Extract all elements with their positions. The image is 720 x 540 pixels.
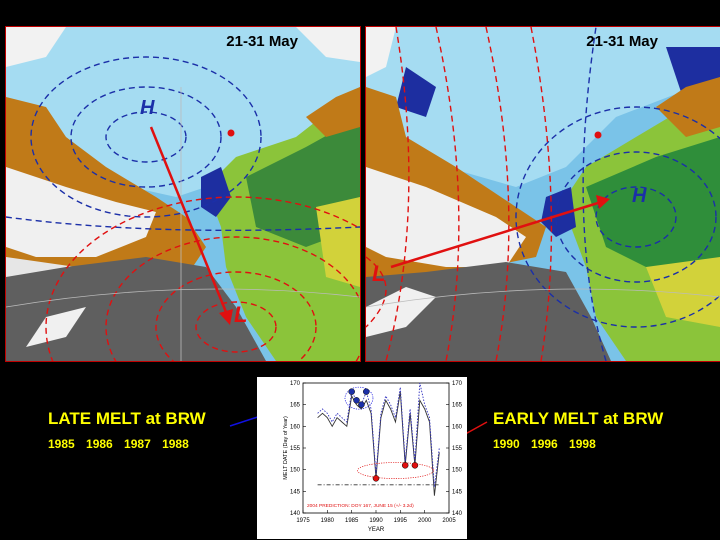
- y-tick-label: 145: [290, 489, 301, 495]
- map-left-date: 21-31 May: [226, 33, 298, 50]
- map-left-high-label: H: [140, 97, 155, 119]
- y-tick-label-right: 155: [452, 446, 463, 452]
- y-tick-label: 155: [290, 446, 301, 452]
- y-tick-label: 170: [290, 381, 301, 387]
- y-tick-label: 150: [290, 468, 301, 474]
- map-right-high-label: H: [632, 185, 647, 207]
- map-left-image: [6, 27, 360, 361]
- x-axis-label: YEAR: [368, 527, 385, 533]
- y-tick-label: 165: [290, 403, 301, 409]
- x-tick-label: 1985: [345, 518, 359, 524]
- late-melt-title: LATE MELT at BRW: [48, 409, 206, 428]
- y-axis-label: MELT DATE (Day of Year): [283, 416, 289, 480]
- late-melt-point: [363, 388, 370, 395]
- late-melt-years: 1985 1986 1987 1988: [48, 437, 189, 451]
- melt-date-chart: 1975 1980 1985 1990 1995 2000 2005 140 140 145 145…: [257, 377, 467, 539]
- early-melt-point: [372, 475, 380, 482]
- early-melt-point: [401, 462, 409, 469]
- late-melt-point: [353, 397, 360, 404]
- y-tick-label: 160: [290, 424, 301, 430]
- y-tick-label-right: 165: [452, 403, 463, 409]
- series-line-1: [317, 382, 440, 488]
- late-melt-block: LATE MELT at BRW 1985 1986 1987 1988: [48, 409, 206, 451]
- map-right-low-label: L: [372, 261, 386, 286]
- map-right-image: [366, 27, 720, 361]
- y-tick-label-right: 140: [452, 511, 463, 517]
- x-tick-label: 1980: [321, 518, 335, 524]
- early-melt-block: EARLY MELT at BRW 1990 1996 1998: [493, 409, 663, 451]
- early-melt-point: [411, 462, 419, 469]
- early-melt-years: 1990 1996 1998: [493, 437, 596, 451]
- map-left-low-label: L: [234, 302, 248, 327]
- x-tick-label: 2000: [418, 518, 432, 524]
- x-tick-label: 1990: [369, 518, 383, 524]
- late-melt-point: [358, 401, 365, 408]
- late-melt-point: [348, 388, 355, 395]
- x-tick-label: 1995: [394, 518, 408, 524]
- y-tick-label-right: 145: [452, 489, 463, 495]
- map-right-date: 21-31 May: [586, 33, 658, 50]
- x-tick-label: 1975: [296, 518, 310, 524]
- early-highlight-ellipse: [357, 462, 434, 479]
- prediction-annotation: 2004 PREDICTION: DOY 167, JUNE 15 (+/- 3…: [307, 503, 414, 509]
- y-tick-label-right: 150: [452, 468, 463, 474]
- early-melt-title: EARLY MELT at BRW: [493, 409, 664, 428]
- y-tick-label-right: 170: [452, 381, 463, 387]
- y-tick-label: 140: [290, 511, 301, 517]
- plot-frame: [302, 382, 450, 514]
- y-tick-label-right: 160: [452, 424, 463, 430]
- map-left: 21-31 May H L: [5, 26, 361, 362]
- map-right: 21-31 May H L: [365, 26, 720, 362]
- x-tick-label: 2005: [442, 518, 456, 524]
